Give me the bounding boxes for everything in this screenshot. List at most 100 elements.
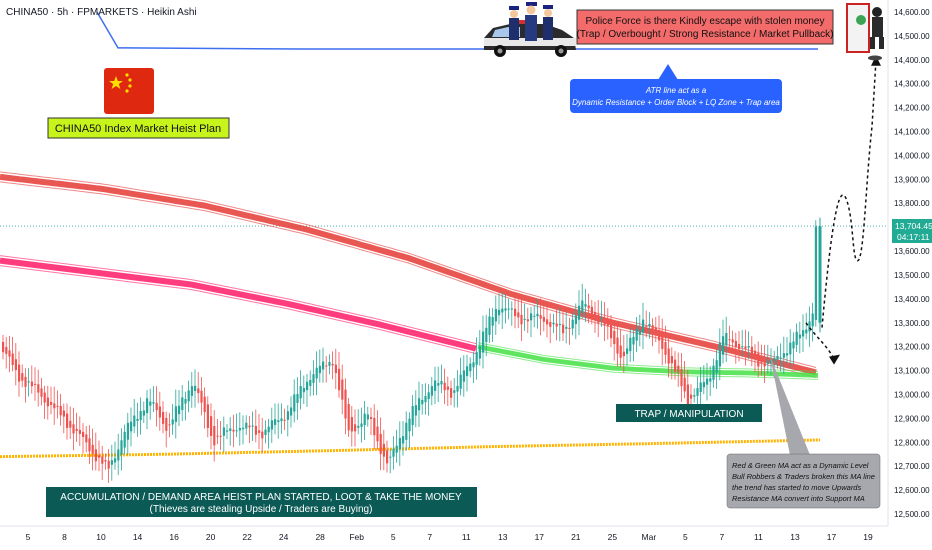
svg-text:Dynamic Resistance + Order Blo: Dynamic Resistance + Order Block + LQ Zo…	[572, 98, 780, 107]
x-tick-label: 19	[863, 532, 873, 542]
candle	[408, 412, 411, 449]
candle	[581, 283, 584, 319]
breakout-candle	[818, 217, 822, 333]
candle	[434, 366, 437, 405]
candle	[94, 432, 97, 471]
candle	[69, 406, 72, 439]
candle	[526, 307, 529, 333]
candle	[619, 329, 622, 368]
candle	[565, 312, 568, 344]
candle	[139, 397, 142, 435]
candle	[683, 361, 686, 399]
candle	[562, 307, 565, 341]
candle	[2, 335, 5, 360]
candle	[658, 315, 661, 354]
candle	[392, 436, 395, 470]
candle	[331, 351, 334, 380]
y-tick-label: 14,500.00	[894, 32, 930, 41]
candle	[776, 346, 779, 369]
candle	[162, 401, 165, 434]
red-ma-upper	[0, 171, 817, 368]
candle	[766, 344, 769, 374]
candle	[398, 421, 401, 466]
red-ma-lower	[0, 181, 817, 378]
candle	[37, 369, 40, 407]
candle	[485, 314, 488, 357]
candle	[107, 449, 110, 483]
candle	[814, 220, 817, 327]
candle	[82, 423, 85, 454]
candle	[491, 308, 494, 342]
candle	[552, 313, 555, 334]
candle	[430, 376, 433, 406]
candle	[165, 411, 168, 448]
candle	[142, 401, 145, 424]
x-axis[interactable]: 5 8 10 14 16 20 22 24 28 Feb 5 7 11 13 17 21 25 Mar 5 7 11 13…	[0, 525, 888, 542]
candle	[24, 368, 27, 403]
candle	[514, 296, 517, 329]
y-tick-label: 14,200.00	[894, 104, 930, 113]
candle	[130, 407, 133, 447]
candle	[722, 319, 725, 364]
candle	[318, 349, 321, 383]
candle	[677, 352, 680, 387]
candle	[456, 370, 459, 408]
svg-text:(Thieves are stealing Upside /: (Thieves are stealing Upside / Traders a…	[150, 504, 373, 515]
candle	[251, 411, 254, 442]
candle	[475, 337, 478, 380]
svg-text:Bull Robbers & Traders broken: Bull Robbers & Traders broken this MA li…	[732, 472, 875, 481]
candle	[389, 449, 392, 474]
candle	[622, 335, 625, 373]
pink-ma-lower	[0, 265, 477, 355]
candle	[546, 306, 549, 338]
candle	[114, 441, 117, 470]
candle	[344, 378, 347, 435]
candle	[366, 406, 369, 427]
candle	[718, 328, 721, 381]
candle	[5, 336, 8, 369]
candle	[590, 300, 593, 325]
x-tick-label: 17	[535, 532, 545, 542]
y-tick-label: 13,000.00	[894, 391, 930, 400]
candle	[123, 424, 126, 454]
x-tick-label: 17	[827, 532, 837, 542]
candle	[334, 348, 337, 390]
candle	[290, 396, 293, 428]
candle	[11, 336, 14, 372]
candle	[418, 381, 421, 428]
candle	[741, 330, 744, 358]
svg-text:(Trap / Overbought / Strong Re: (Trap / Overbought / Strong Resistance /…	[577, 29, 834, 40]
candle	[648, 312, 651, 339]
y-tick-label: 14,600.00	[894, 8, 930, 17]
candle	[555, 310, 558, 341]
candle	[466, 354, 469, 392]
candle	[536, 299, 539, 329]
x-tick-label: 13	[790, 532, 800, 542]
candle	[283, 408, 286, 430]
candle	[667, 335, 670, 378]
svg-text:Resistance MA convert into Sup: Resistance MA convert into Support MA	[732, 494, 865, 503]
candle	[594, 301, 597, 333]
x-tick-label: 8	[62, 532, 67, 542]
candle	[440, 364, 443, 393]
candle	[53, 386, 56, 425]
candle	[104, 453, 107, 470]
candle	[91, 428, 94, 471]
candle	[117, 433, 120, 476]
candle	[72, 407, 75, 451]
candle	[158, 391, 161, 431]
candle	[750, 336, 753, 367]
police-officers-icon	[509, 2, 553, 41]
candle	[341, 364, 344, 415]
candle	[238, 412, 241, 446]
candle	[59, 393, 62, 426]
trap-manipulation-box: TRAP / MANIPULATION	[616, 404, 762, 422]
candle	[792, 332, 795, 365]
candle	[229, 417, 232, 446]
candle	[472, 351, 475, 383]
x-tick-label: 20	[206, 532, 216, 542]
candle	[747, 331, 750, 360]
y-axis[interactable]: 12,500.00 12,600.00 12,700.00 12,800.00 12,9…	[887, 0, 930, 526]
candle	[510, 301, 513, 326]
